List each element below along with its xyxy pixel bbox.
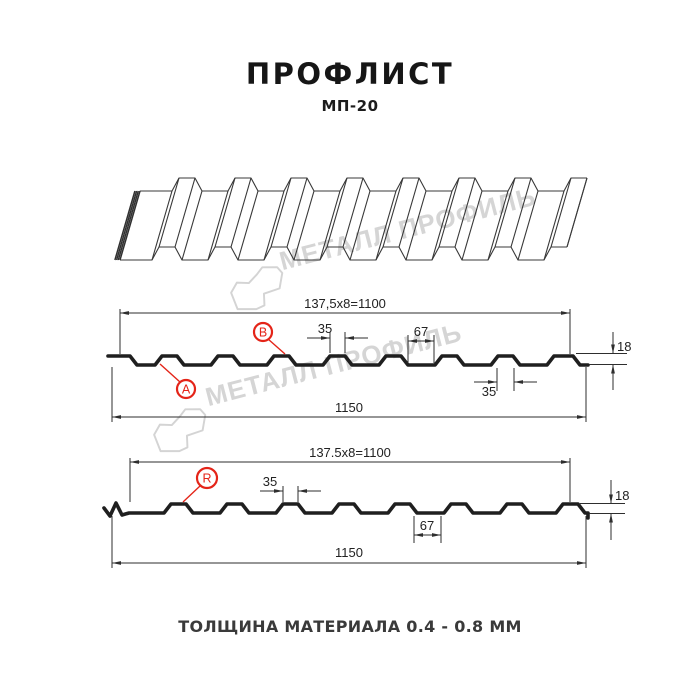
profile-near-outline: [120, 246, 567, 261]
marker-leader: [159, 363, 181, 383]
rib-edge-line: [158, 177, 180, 248]
rib-edge-line: [375, 190, 397, 261]
product-code: МП-20: [321, 97, 379, 115]
rib-edge-line: [270, 177, 292, 248]
dimension-label: 1150: [335, 400, 363, 415]
marker-leader: [267, 338, 286, 355]
rib-edge-line: [326, 177, 348, 248]
dimension-arrow: [488, 380, 497, 384]
dimension-arrow: [609, 494, 613, 504]
dimension-label: 1150: [335, 545, 363, 560]
sheet-edge-line: [114, 190, 136, 261]
marker-circle: [252, 321, 274, 343]
sheet-cut-edge-line: [566, 177, 588, 248]
rib-edge-line: [398, 177, 420, 248]
brand-logo-shape: [230, 266, 284, 311]
dimension-label: 67: [414, 324, 428, 339]
dimension-label: 35: [263, 474, 277, 489]
cross-section-back: 137.5x8=1100 1150 35 67 18 R: [102, 445, 629, 568]
marker-letter: B: [259, 326, 267, 340]
watermark-logo: [230, 266, 284, 311]
dimension-arrow: [298, 489, 307, 493]
rib-edge-line: [382, 177, 404, 248]
rib-edge-line: [263, 190, 285, 261]
dimension-arrow: [130, 460, 139, 464]
dimension-label: 35: [318, 321, 332, 336]
rib-edge-line: [214, 177, 236, 248]
dimension-arrow: [611, 344, 615, 354]
rib-edge-line: [293, 190, 315, 261]
dimension-arrow: [611, 364, 615, 374]
dimension-label: 18: [615, 488, 629, 503]
rib-edge-line: [438, 177, 460, 248]
dimension-arrow: [561, 460, 570, 464]
dimension-label: 137.5x8=1100: [309, 445, 391, 460]
rib-edge-line: [461, 190, 483, 261]
dimension-label: 67: [420, 518, 434, 533]
rib-edge-line: [510, 177, 532, 248]
dimension-arrow: [432, 533, 441, 537]
dimension-label: 137,5x8=1100: [304, 296, 386, 311]
rib-edge-line: [431, 190, 453, 261]
brand-logo-shape: [153, 408, 207, 453]
sheet-edge-line: [117, 190, 140, 261]
marker-letter: A: [182, 383, 191, 397]
dimension-arrow: [112, 561, 121, 565]
material-thickness-note: ТОЛЩИНА МАТЕРИАЛА 0.4 - 0.8 ММ: [178, 617, 522, 636]
dimension-arrow: [609, 513, 613, 523]
page-title: ПРОФЛИСТ: [245, 57, 455, 91]
marker-circle: [195, 466, 219, 490]
dimension-arrow: [425, 339, 434, 343]
dimension-arrow: [274, 489, 283, 493]
dimension-arrow: [414, 533, 423, 537]
rib-edge-line: [517, 190, 539, 261]
rib-edge-line: [174, 177, 196, 248]
dimension-arrow: [112, 415, 121, 419]
rib-edge-line: [550, 177, 572, 248]
rib-edge-line: [342, 177, 364, 248]
rib-edge-line: [543, 190, 565, 261]
dimension-arrow: [408, 339, 417, 343]
dimension-arrow: [577, 561, 586, 565]
rib-edge-line: [207, 190, 229, 261]
dimension-label: 18: [617, 339, 631, 354]
sheet-3d-view: [114, 177, 588, 261]
dimension-arrow: [561, 311, 570, 315]
dimension-arrow: [345, 336, 354, 340]
profile-outline: [102, 501, 590, 520]
rib-edge-line: [494, 177, 516, 248]
rib-edge-line: [454, 177, 476, 248]
rib-edge-line: [286, 177, 308, 248]
rib-edge-line: [151, 190, 173, 261]
watermark-logo: [153, 408, 207, 453]
rib-edge-line: [319, 190, 341, 261]
rib-edge-line: [237, 190, 259, 261]
dimension-arrow: [120, 311, 129, 315]
rib-edge-line: [230, 177, 252, 248]
dimension-arrow: [321, 336, 330, 340]
dimension-arrow: [577, 415, 586, 419]
marker-letter: R: [202, 472, 211, 486]
rib-edge-line: [181, 190, 203, 261]
rib-edge-line: [405, 190, 427, 261]
rib-edge-line: [487, 190, 509, 261]
sheet-edge-line: [115, 190, 138, 261]
sheet-edge-line: [119, 190, 141, 261]
rib-edge-line: [349, 190, 371, 261]
profile-outline: [106, 354, 590, 367]
cross-section-front: 137,5x8=1100 1150 35 67 18 35 B A: [106, 296, 631, 422]
dimension-label: 35: [482, 384, 496, 399]
profile-far-outline: [140, 177, 587, 192]
marker-leader: [182, 485, 201, 503]
dimension-arrow: [514, 380, 523, 384]
marker-circle: [175, 378, 197, 400]
